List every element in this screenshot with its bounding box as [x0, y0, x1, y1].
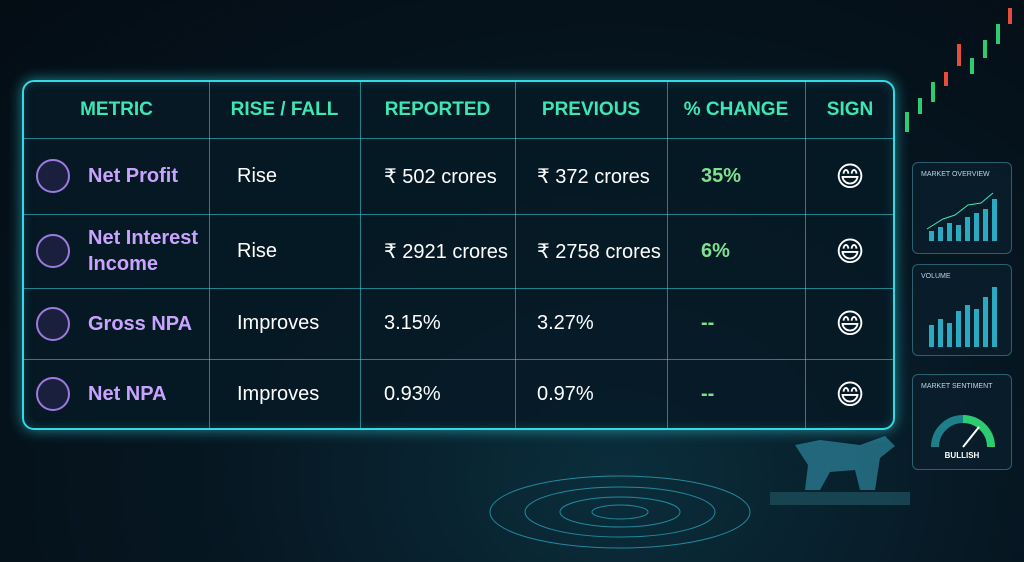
cell: 0.93%	[384, 382, 441, 405]
column-header: SIGN	[826, 99, 874, 120]
metric-icon	[36, 306, 70, 341]
percent-change: --	[701, 312, 715, 334]
sign-emoji: 😄	[835, 160, 865, 192]
cell: 3.15%	[384, 312, 441, 334]
cell: ₹ 2758 crores	[537, 240, 661, 263]
column-header: % CHANGE	[683, 99, 789, 120]
cell: ₹ 2921 crores	[384, 240, 508, 263]
cell: Improves	[237, 312, 320, 334]
column-header: METRIC	[80, 99, 153, 120]
panel-title: VOLUME	[921, 273, 951, 280]
percent-change: 35%	[701, 164, 742, 187]
panel-bars	[926, 192, 997, 241]
sign-emoji: 😄	[835, 308, 865, 339]
gauge	[931, 415, 995, 448]
row-divider	[24, 138, 893, 139]
cell: 0.97%	[537, 382, 594, 405]
column-divider	[209, 82, 210, 428]
metric-name: Gross NPA	[88, 312, 193, 335]
column-header: RISE / FALL	[230, 99, 339, 120]
metric-icon	[36, 159, 70, 193]
metric-icon	[36, 377, 70, 411]
metric-name: Net Interest Income	[88, 227, 199, 275]
sentiment-value: BULLISH	[944, 451, 980, 460]
column-divider	[360, 82, 361, 428]
cell: Rise	[237, 239, 278, 262]
column-divider	[667, 82, 668, 428]
cell: ₹ 502 crores	[384, 165, 497, 188]
volume-panel: VOLUME	[912, 264, 1012, 356]
sign-emoji: 😄	[835, 378, 865, 410]
column-header: REPORTED	[384, 99, 491, 120]
column-header: PREVIOUS	[541, 99, 641, 120]
row-divider	[24, 214, 893, 215]
row-divider	[24, 359, 893, 360]
column-divider	[515, 82, 516, 428]
cell: Improves	[237, 382, 320, 405]
sign-emoji: 😄	[835, 235, 865, 267]
panel-title: MARKET SENTIMENT	[921, 383, 993, 390]
metric-icon	[36, 234, 70, 268]
cell: ₹ 372 crores	[537, 165, 650, 188]
cell: Rise	[237, 164, 278, 187]
panel-title: MARKET OVERVIEW	[921, 171, 990, 178]
panel-bars	[929, 287, 997, 347]
sentiment-panel: MARKET SENTIMENT BULLISH	[912, 374, 1012, 470]
market-overview-panel: MARKET OVERVIEW	[912, 162, 1012, 254]
cell: 3.27%	[537, 312, 594, 334]
percent-change: --	[701, 382, 715, 405]
metric-name: Net Profit	[88, 165, 178, 187]
table: METRIC RISE / FALL REPORTED PREVIOUS % CHANG…	[22, 80, 895, 430]
metric-name: Net NPA	[88, 383, 167, 405]
percent-change: 6%	[701, 239, 730, 262]
row-divider	[24, 288, 893, 289]
column-divider	[805, 82, 806, 428]
